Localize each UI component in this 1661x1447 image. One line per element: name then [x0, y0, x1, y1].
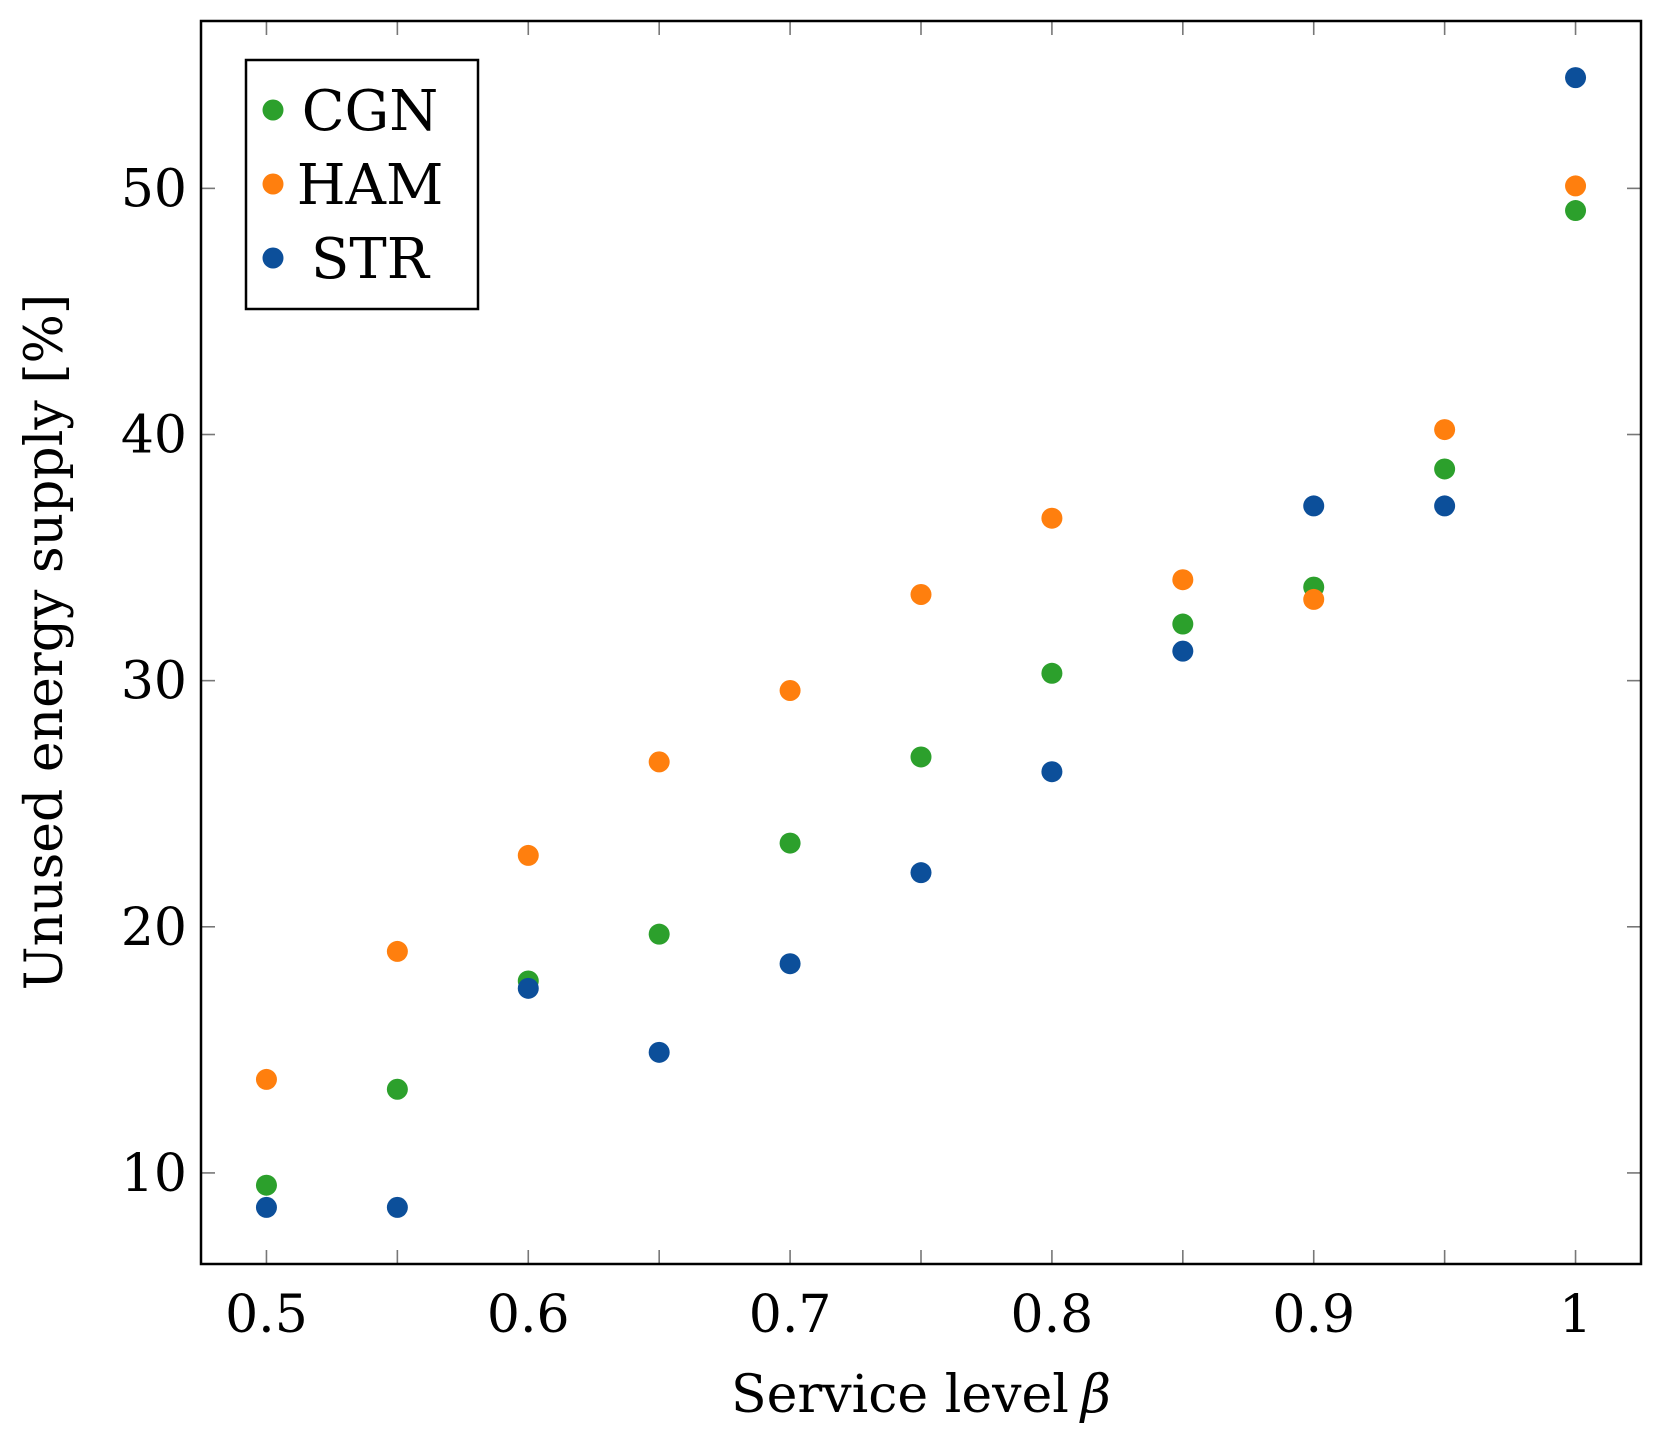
- x-tick-labels: 0.5 0.6 0.7 0.8 0.9 1: [225, 1285, 1592, 1345]
- data-point-str: [648, 1041, 670, 1063]
- legend-marker: [262, 99, 284, 121]
- data-point-cgn: [779, 832, 801, 854]
- y-tick-label: 30: [121, 652, 187, 712]
- data-point-str: [1041, 761, 1063, 783]
- data-point-ham: [255, 1068, 277, 1090]
- y-tick-label: 20: [121, 898, 187, 958]
- data-point-str: [1565, 67, 1587, 89]
- data-point-ham: [386, 940, 408, 962]
- data-point-ham: [1565, 175, 1587, 197]
- x-axis-title: Service level β: [731, 1365, 1111, 1425]
- data-point-ham: [517, 844, 539, 866]
- plot-area-frame: [199, 19, 1643, 1266]
- series-ham: [255, 175, 1587, 1090]
- legend-label: CGN: [302, 79, 439, 144]
- series-str: [255, 67, 1587, 1218]
- y-tick-label: 40: [121, 406, 187, 466]
- y-tick-label: 10: [121, 1144, 187, 1204]
- y-axis-title: Unused energy supply [%]: [15, 294, 75, 990]
- data-point-cgn: [1434, 458, 1456, 480]
- legend-item-ham: HAM: [262, 153, 444, 218]
- x-tick-label: 0.5: [225, 1285, 308, 1345]
- x-axis-title-text: Service level: [731, 1365, 1069, 1425]
- legend-item-cgn: CGN: [262, 79, 439, 144]
- x-tick-label: 0.7: [749, 1285, 832, 1345]
- y-tick-labels: 10 20 30 40 50: [121, 159, 187, 1204]
- data-point-ham: [910, 584, 932, 606]
- legend-box: [244, 58, 480, 311]
- legend-label: HAM: [297, 153, 444, 218]
- x-axis-title-symbol: β: [1079, 1365, 1111, 1425]
- x-tick-label: 0.6: [487, 1285, 570, 1345]
- data-point-cgn: [910, 746, 932, 768]
- data-point-cgn: [386, 1078, 408, 1100]
- data-point-ham: [1041, 507, 1063, 529]
- legend-marker: [262, 247, 284, 269]
- x-tick-label: 1: [1559, 1285, 1592, 1345]
- data-point-str: [1434, 495, 1456, 517]
- data-point-ham: [1303, 588, 1325, 610]
- data-point-str: [517, 977, 539, 999]
- data-point-cgn: [1041, 662, 1063, 684]
- x-tick-label: 0.8: [1011, 1285, 1094, 1345]
- x-tick-label: 0.9: [1272, 1285, 1355, 1345]
- data-point-cgn: [255, 1174, 277, 1196]
- data-point-cgn: [1172, 613, 1194, 635]
- data-point-cgn: [1565, 200, 1587, 222]
- legend: CGN HAM STR: [244, 58, 480, 311]
- data-point-cgn: [648, 923, 670, 945]
- legend-item-str: STR: [262, 227, 431, 292]
- data-points: [255, 67, 1587, 1218]
- axis-ticks: [201, 21, 1641, 1264]
- data-point-str: [255, 1196, 277, 1218]
- legend-marker: [262, 173, 284, 195]
- data-point-str: [386, 1196, 408, 1218]
- data-point-ham: [779, 679, 801, 701]
- data-point-ham: [1434, 419, 1456, 441]
- legend-label: STR: [311, 227, 431, 292]
- data-point-str: [1172, 640, 1194, 662]
- series-cgn: [255, 200, 1587, 1196]
- legend-items: CGN HAM STR: [262, 79, 444, 292]
- data-point-str: [910, 862, 932, 884]
- data-point-ham: [648, 751, 670, 773]
- data-point-ham: [1172, 569, 1194, 591]
- data-point-str: [1303, 495, 1325, 517]
- y-tick-label: 50: [121, 159, 187, 219]
- data-point-str: [779, 953, 801, 975]
